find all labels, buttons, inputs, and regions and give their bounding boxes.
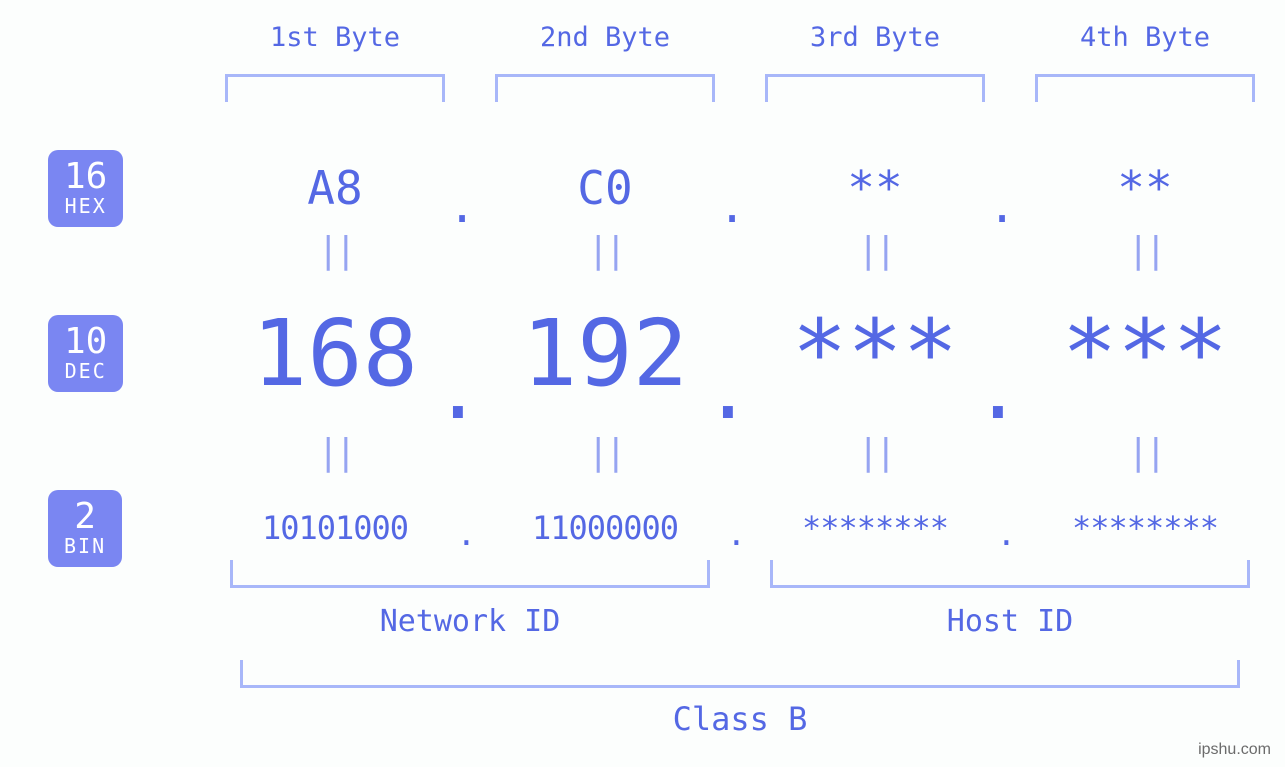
watermark: ipshu.com (1198, 741, 1271, 759)
hex-byte-2: C0 (577, 161, 632, 215)
bracket-top-icon (225, 74, 445, 102)
equals-row-2: || || || || (0, 432, 1285, 473)
equals-icon: || (317, 432, 352, 473)
base-badge-bin: 2 BIN (48, 490, 122, 567)
hex-row: 16 HEX A8. C0. **. ** (0, 150, 1285, 227)
equals-icon: || (857, 230, 892, 271)
dec-byte-2: 192 (522, 300, 688, 407)
byte-header-row: 1st Byte 2nd Byte 3rd Byte 4th Byte (0, 22, 1285, 53)
bracket-top-icon (1035, 74, 1255, 102)
equals-icon: || (317, 230, 352, 271)
hex-byte-1: A8 (307, 161, 362, 215)
class-label: Class B (200, 700, 1280, 738)
network-id-label: Network ID (200, 604, 740, 639)
bin-byte-1: 10101000 (262, 509, 408, 547)
host-id-label: Host ID (740, 604, 1280, 639)
hex-byte-3: ** (847, 161, 902, 215)
base-badge-num: 10 (64, 323, 107, 361)
bracket-bottom-icon (230, 560, 710, 588)
bracket-bottom-icon (240, 660, 1240, 688)
bin-byte-3: ******** (802, 509, 948, 547)
base-badge-label: HEX (64, 196, 107, 217)
base-badge-label: BIN (64, 536, 106, 557)
base-badge-label: DEC (64, 361, 107, 382)
byte-header-3: 3rd Byte (810, 22, 940, 53)
equals-icon: || (1127, 230, 1162, 271)
equals-icon: || (1127, 432, 1162, 473)
ip-byte-diagram: 1st Byte 2nd Byte 3rd Byte 4th Byte 16 H… (0, 0, 1285, 767)
section-row: Network ID Host ID (0, 560, 1285, 639)
base-badge-hex: 16 HEX (48, 150, 123, 227)
equals-icon: || (587, 230, 622, 271)
bin-row: 2 BIN 10101000. 11000000. ********. ****… (0, 490, 1285, 567)
class-row: Class B (0, 660, 1285, 738)
base-badge-dec: 10 DEC (48, 315, 123, 392)
bracket-top-icon (765, 74, 985, 102)
byte-header-4: 4th Byte (1080, 22, 1210, 53)
equals-row-1: || || || || (0, 230, 1285, 271)
dec-row: 10 DEC 168. 192. ***. *** (0, 300, 1285, 407)
equals-icon: || (587, 432, 622, 473)
base-badge-num: 2 (64, 498, 106, 536)
bin-byte-2: 11000000 (532, 509, 678, 547)
bin-byte-4: ******** (1072, 509, 1218, 547)
equals-icon: || (857, 432, 892, 473)
dec-byte-4: *** (1062, 300, 1228, 407)
byte-header-2: 2nd Byte (540, 22, 670, 53)
bracket-top-icon (495, 74, 715, 102)
dec-byte-1: 168 (252, 300, 418, 407)
bracket-bottom-icon (770, 560, 1250, 588)
byte-bracket-row (0, 74, 1285, 102)
base-badge-num: 16 (64, 158, 107, 196)
byte-header-1: 1st Byte (270, 22, 400, 53)
dec-byte-3: *** (792, 300, 958, 407)
hex-byte-4: ** (1117, 161, 1172, 215)
